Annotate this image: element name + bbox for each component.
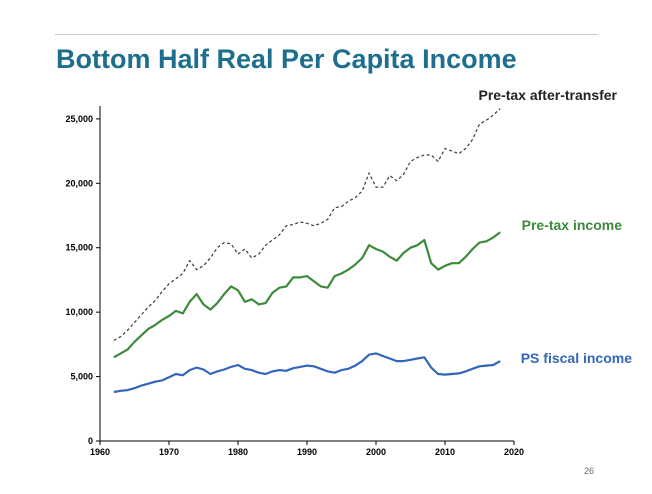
x-tick-label: 2020 [504,447,524,457]
page-number: 26 [584,466,595,476]
y-tick-label: 15,000 [65,243,93,253]
chart-axes [99,106,514,442]
series-line-1 [113,231,501,359]
series-line-2 [113,352,501,394]
x-tick-label: 2010 [435,447,455,457]
x-tick-label: 1960 [90,447,110,457]
x-tick-label: 1970 [159,447,179,457]
series-label-2: PS fiscal income [521,350,632,366]
slide-title: Bottom Half Real Per Capita Income [56,44,517,74]
series-label-1: Pre-tax income [522,217,623,233]
x-tick-label: 1980 [228,447,248,457]
y-tick-label: 5,000 [70,372,93,382]
x-tick-label: 2000 [366,447,386,457]
chart-ticks: 0 5,000 10,000 15,000 20,000 25,000 1960 1970 19… [65,114,524,457]
chart-series [113,108,501,394]
title-rule [55,34,598,35]
chart-series-labels: Pre-tax after-transfer Pre-tax income PS f… [479,87,633,366]
y-tick-label: 20,000 [65,178,93,188]
x-tick-label: 1990 [297,447,317,457]
y-tick-label: 0 [88,436,93,446]
y-tick-label: 25,000 [65,114,93,124]
series-label-0: Pre-tax after-transfer [479,87,618,103]
y-tick-label: 10,000 [65,307,93,317]
series-line-0 [113,108,501,342]
